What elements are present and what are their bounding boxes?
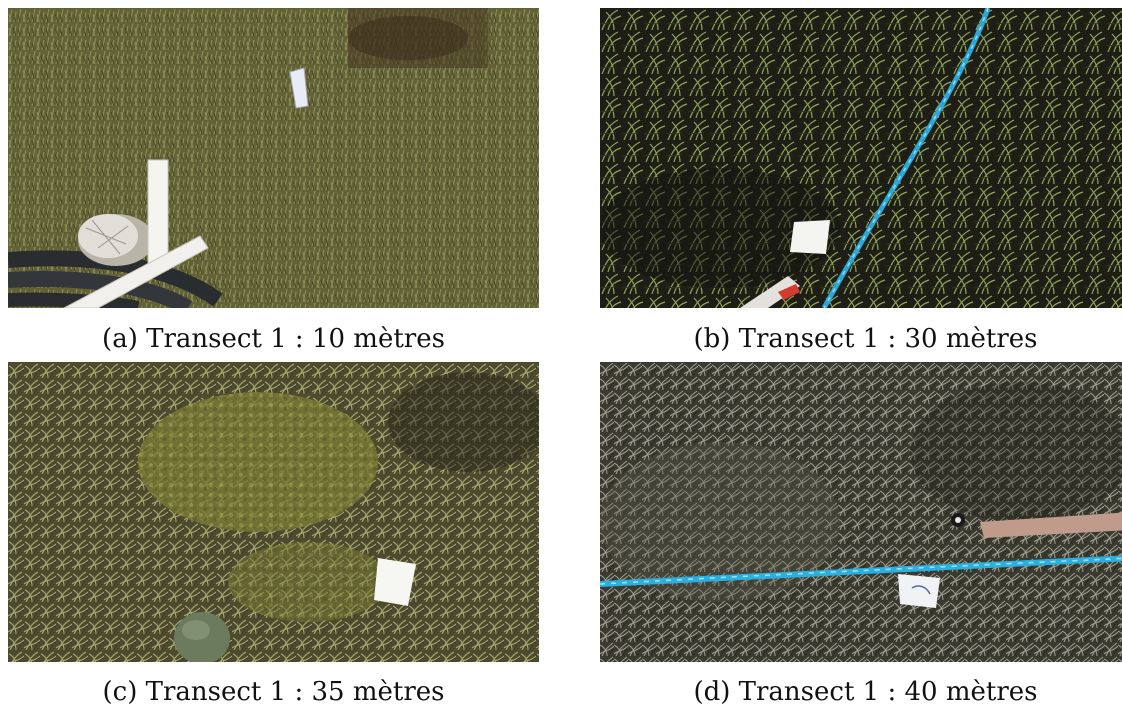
photo-transect-30m — [600, 8, 1122, 308]
photo-transect-40m — [600, 362, 1122, 662]
caption-transect-30m: (b) Transect 1 : 30 mètres — [693, 324, 1038, 354]
photo-transect-10m-image — [8, 8, 539, 308]
caption-transect-10m: (a) Transect 1 : 10 mètres — [102, 324, 445, 354]
photo-transect-30m-image — [600, 8, 1122, 308]
photo-transect-35m — [8, 362, 539, 662]
caption-transect-40m: (d) Transect 1 : 40 mètres — [693, 677, 1038, 707]
caption-transect-35m: (c) Transect 1 : 35 mètres — [102, 677, 445, 707]
photo-transect-10m — [8, 8, 539, 308]
photo-transect-40m-image — [600, 362, 1122, 662]
photo-transect-35m-image — [8, 362, 539, 662]
